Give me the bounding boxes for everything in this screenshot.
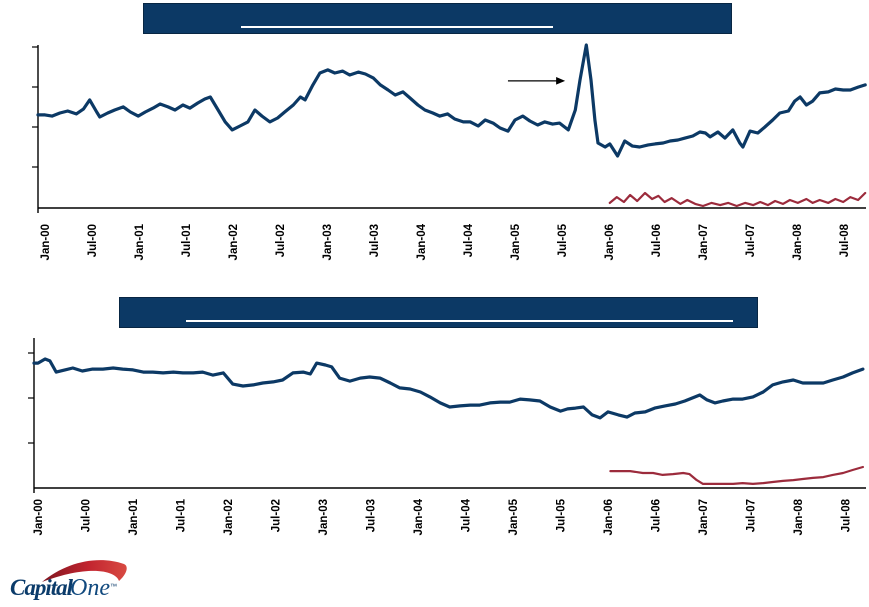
chart1-x-label: Jul-03 <box>369 224 381 257</box>
chart1-x-label: Jan-01 <box>134 223 146 260</box>
chart1-x-label: Jul-01 <box>181 223 193 257</box>
chart2-x-label: Jul-05 <box>556 498 568 532</box>
chart2-x-label: Jul-08 <box>841 498 853 532</box>
chart1-x-label: Jul-05 <box>557 223 569 257</box>
chart2-x-label: Jan-08 <box>793 498 805 535</box>
capital-one-logo: CapitalOne™ <box>8 556 148 604</box>
chart1-x-label: Jul-07 <box>745 224 757 257</box>
chart1-x-label: Jan-03 <box>322 224 334 260</box>
logo-one: One <box>70 575 110 601</box>
chart2-x-label: Jul-06 <box>651 499 663 532</box>
chart1-x-label: Jul-04 <box>463 223 475 257</box>
chart2-x-label: Jul-04 <box>461 498 473 532</box>
chart2-x-label: Jan-06 <box>603 499 615 535</box>
chart2-x-label: Jul-00 <box>81 499 93 532</box>
chart1-title-underline <box>241 26 553 28</box>
logo-capital: Capital <box>10 575 73 600</box>
chart1-x-label: Jan-07 <box>698 224 710 260</box>
chart2-x-label: Jul-01 <box>176 498 188 532</box>
chart2-line-secondary <box>609 465 865 485</box>
chart1-x-label: Jan-05 <box>510 223 522 260</box>
chart2-axes <box>33 338 866 493</box>
chart1-line-primary <box>36 43 867 158</box>
chart2-x-label: Jan-07 <box>698 499 710 535</box>
chart1-axes <box>37 45 866 213</box>
logo-trademark: ™ <box>110 583 117 591</box>
chart1-x-label: Jan-06 <box>604 224 616 260</box>
chart2-x-label: Jan-02 <box>223 499 235 535</box>
chart2-x-label: Jan-00 <box>33 499 45 535</box>
chart2-x-label: Jan-03 <box>318 499 330 535</box>
chart1-x-label: Jan-04 <box>416 223 428 260</box>
chart2-x-label: Jul-03 <box>366 499 378 532</box>
chart2-x-label: Jan-04 <box>413 498 425 535</box>
chart2-x-label: Jul-02 <box>271 499 283 532</box>
chart1-line-secondary <box>608 191 867 208</box>
chart1-x-label: Jan-08 <box>792 223 804 260</box>
chart1-title-bar <box>143 3 732 34</box>
chart2-title-underline <box>186 320 733 322</box>
spike-arrow-head <box>556 77 566 85</box>
chart2-x-label: Jan-05 <box>508 498 520 535</box>
chart1-x-label: Jul-06 <box>651 224 663 257</box>
chart2-title-bar <box>119 297 758 328</box>
logo-text: CapitalOne™ <box>10 575 117 602</box>
chart1-plot: Jan-00 Jul-00 Jan-01 Jul-01 Jan-02 Jul-02 Jan-… <box>32 43 867 260</box>
chart1-x-label: Jan-00 <box>40 224 52 260</box>
chart1-x-label: Jul-02 <box>275 224 287 257</box>
chart2-line-primary <box>32 357 865 420</box>
chart2-plot: Jan-00 Jul-00 Jan-01 Jul-01 Jan-02 Jul-02 Jan-… <box>28 338 866 535</box>
chart1-x-label: Jan-02 <box>228 224 240 260</box>
chart1-x-label: Jul-00 <box>87 224 99 257</box>
chart2-x-label: Jul-07 <box>746 499 758 532</box>
chart2-x-label: Jan-01 <box>128 498 140 535</box>
chart1-x-label: Jul-08 <box>839 223 851 257</box>
